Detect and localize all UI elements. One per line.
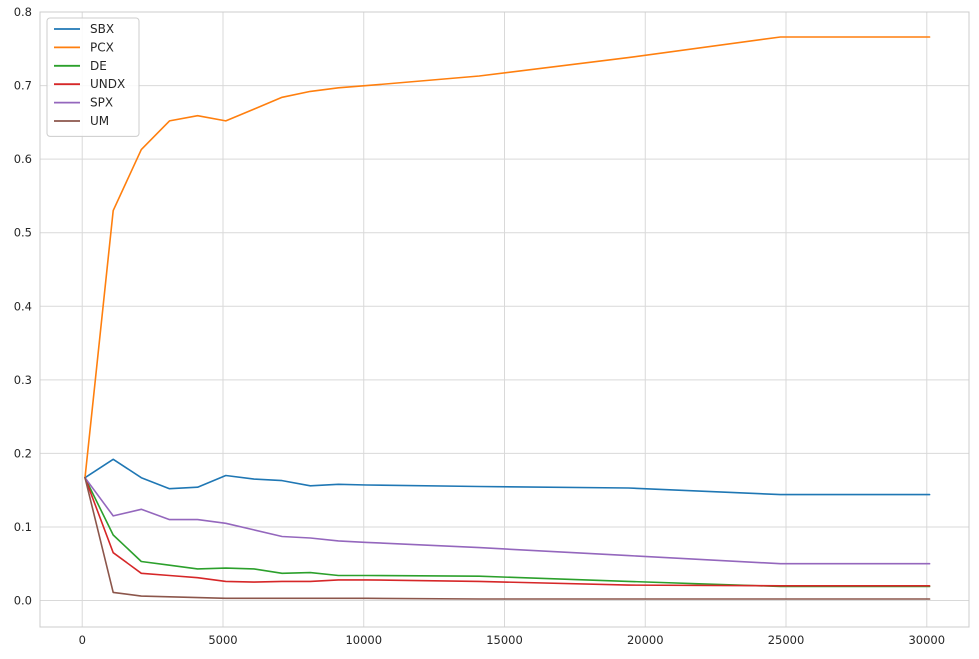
- grid-layer: [40, 11, 969, 627]
- series-line-pcx: [84, 36, 931, 479]
- legend: SBX PCX DE UNDX SPX UM: [46, 17, 140, 137]
- series-line-undx: [84, 476, 931, 587]
- x-tick-label: 10000: [345, 633, 382, 647]
- y-tick-label: 0.2: [14, 446, 32, 460]
- y-tick-label: 0.7: [14, 79, 32, 93]
- series-lines: [84, 36, 931, 600]
- y-tick-label: 0.0: [14, 594, 32, 608]
- legend-label-de: DE: [90, 59, 107, 73]
- series-line-de: [84, 476, 931, 588]
- y-tick-label: 0.1: [14, 520, 32, 534]
- legend-label-sbx: SBX: [90, 22, 114, 36]
- x-tick-label: 30000: [908, 633, 945, 647]
- series-line-um: [84, 476, 931, 600]
- x-tick-label: 20000: [627, 633, 664, 647]
- y-tick-label: 0.5: [14, 226, 32, 240]
- x-tick-label: 15000: [486, 633, 523, 647]
- legend-label-um: UM: [90, 114, 109, 128]
- plot-frame: [39, 11, 970, 628]
- tick-labels: 0 5000 10000 15000 20000 25000 30000 0.0 0.1 0.2 0…: [14, 5, 945, 647]
- legend-label-pcx: PCX: [90, 40, 114, 54]
- y-tick-label: 0.8: [14, 5, 32, 19]
- legend-label-spx: SPX: [90, 96, 113, 110]
- y-tick-label: 0.6: [14, 152, 32, 166]
- legend-label-undx: UNDX: [90, 77, 125, 91]
- x-tick-label: 25000: [768, 633, 805, 647]
- y-tick-label: 0.4: [14, 299, 32, 313]
- x-tick-label: 0: [79, 633, 86, 647]
- series-line-sbx: [84, 458, 931, 496]
- series-line-spx: [84, 476, 931, 565]
- y-tick-label: 0.3: [14, 373, 32, 387]
- x-tick-label: 5000: [208, 633, 237, 647]
